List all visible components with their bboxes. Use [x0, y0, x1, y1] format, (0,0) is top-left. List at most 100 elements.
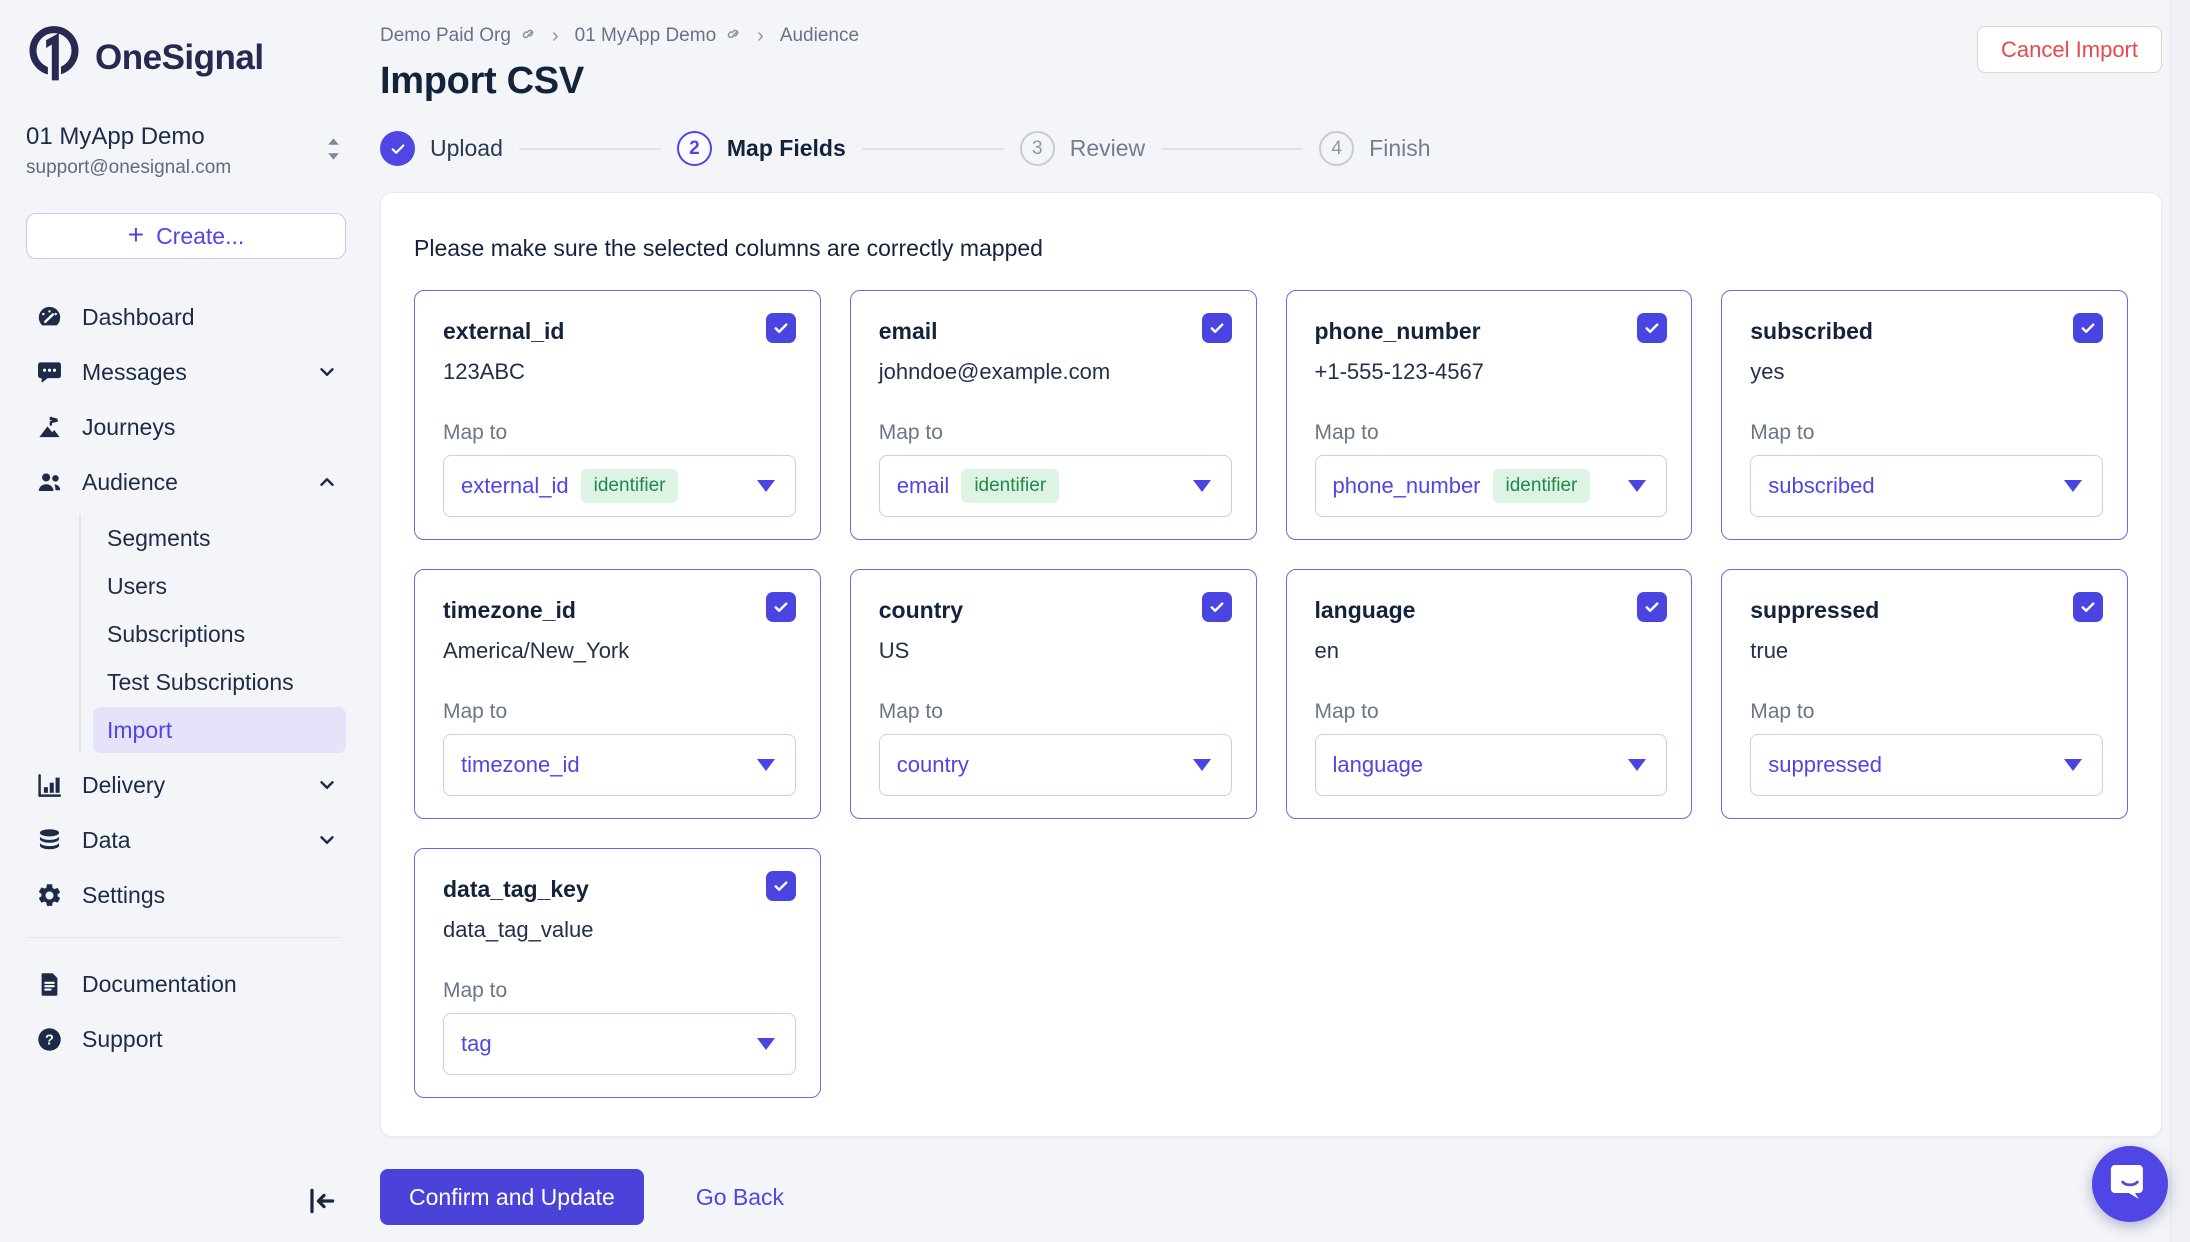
- sidebar-item-settings[interactable]: Settings: [26, 873, 346, 917]
- field-sample-value: true: [1750, 638, 1789, 663]
- chevron-down-icon: [316, 361, 338, 383]
- caret-down-icon: [756, 480, 775, 492]
- go-back-link[interactable]: Go Back: [695, 1183, 785, 1210]
- step-finish[interactable]: 4 Finish: [1319, 131, 1431, 166]
- delivery-icon: [36, 772, 63, 799]
- map-to-select[interactable]: suppressed: [1750, 734, 2103, 796]
- check-icon: [380, 131, 415, 166]
- sidebar-item-messages[interactable]: Messages: [26, 350, 346, 394]
- field-checkbox[interactable]: [1637, 313, 1668, 343]
- caret-down-icon: [1628, 759, 1647, 771]
- sidebar-item-label: Documentation: [82, 970, 237, 997]
- sidebar-item-subscriptions[interactable]: Subscriptions: [107, 620, 246, 647]
- sidebar-item-support[interactable]: ? Support: [26, 1017, 346, 1061]
- create-button[interactable]: + Create...: [26, 213, 346, 259]
- field-checkbox[interactable]: [765, 313, 796, 343]
- app-name: 01 MyApp Demo: [26, 123, 205, 150]
- identifier-badge: identifier: [961, 469, 1060, 503]
- map-to-label: Map to: [443, 700, 508, 723]
- sidebar-item-label: Dashboard: [82, 303, 195, 330]
- cancel-import-button[interactable]: Cancel Import: [1977, 26, 2162, 73]
- map-to-select[interactable]: timezone_id: [443, 734, 796, 796]
- field-card-country: country US Map to country: [849, 569, 1257, 819]
- breadcrumb-org[interactable]: Demo Paid Org: [380, 24, 536, 48]
- wizard-footer: Confirm and Update Go Back: [380, 1169, 2162, 1225]
- field-card-external-id: external_id 123ABC Map to external_id id…: [414, 290, 821, 540]
- step-upload[interactable]: Upload: [380, 131, 503, 166]
- sidebar-item-documentation[interactable]: Documentation: [26, 962, 346, 1006]
- field-checkbox[interactable]: [765, 592, 796, 622]
- caret-down-icon: [2064, 759, 2082, 771]
- map-to-select[interactable]: tag: [443, 1013, 796, 1075]
- sidebar-item-dashboard[interactable]: Dashboard: [26, 295, 346, 339]
- sidebar-item-journeys[interactable]: Journeys: [26, 405, 346, 449]
- step-map-fields[interactable]: 2 Map Fields: [676, 131, 846, 166]
- map-to-label: Map to: [443, 979, 508, 1002]
- breadcrumb-audience[interactable]: Audience: [779, 25, 860, 46]
- field-name: external_id: [443, 318, 565, 344]
- sidebar-item-label: Delivery: [82, 771, 166, 798]
- app-switcher[interactable]: 01 MyApp Demo support@onesignal.com: [26, 123, 346, 179]
- field-name: email: [878, 318, 938, 344]
- sidebar-item-delivery[interactable]: Delivery: [26, 763, 346, 807]
- field-checkbox[interactable]: [1201, 313, 1232, 343]
- field-sample-value: 123ABC: [443, 359, 525, 384]
- sidebar-item-label: Support: [82, 1025, 163, 1052]
- field-sample-value: data_tag_value: [443, 917, 594, 942]
- sidebar-item-label: Settings: [82, 881, 166, 908]
- svg-text:?: ?: [45, 1032, 54, 1048]
- caret-down-icon: [756, 1038, 775, 1050]
- page-scrollbar[interactable]: [2170, 0, 2190, 1242]
- breadcrumb-app[interactable]: 01 MyApp Demo: [575, 24, 742, 48]
- field-name: suppressed: [1750, 597, 1880, 623]
- field-checkbox[interactable]: [2073, 592, 2103, 622]
- caret-down-icon: [1192, 759, 1211, 771]
- page-header: Demo Paid Org › 01 MyApp Demo ›: [380, 24, 2162, 103]
- field-sample-value: johndoe@example.com: [878, 359, 1111, 384]
- onesignal-logo[interactable]: OneSignal: [26, 22, 346, 93]
- link-icon: [518, 24, 536, 48]
- breadcrumb: Demo Paid Org › 01 MyApp Demo ›: [380, 24, 859, 48]
- instruction-text: Please make sure the selected columns ar…: [414, 235, 1043, 261]
- journeys-icon: [36, 414, 63, 441]
- field-sample-value: yes: [1750, 359, 1785, 384]
- field-card-timezone-id: timezone_id America/New_York Map to time…: [414, 569, 821, 819]
- plus-icon: +: [127, 218, 145, 250]
- documentation-icon: [36, 971, 63, 998]
- main-content: Demo Paid Org › 01 MyApp Demo ›: [366, 0, 2190, 1242]
- sidebar-item-label: Audience: [82, 468, 178, 495]
- sidebar-item-segments[interactable]: Segments: [107, 524, 211, 551]
- collapse-sidebar-button[interactable]: [306, 1185, 338, 1222]
- step-review[interactable]: 3 Review: [1019, 131, 1145, 166]
- chat-launcher-button[interactable]: [2092, 1146, 2168, 1222]
- sidebar-item-import[interactable]: Import: [93, 707, 346, 753]
- field-checkbox[interactable]: [2073, 313, 2103, 343]
- sidebar-item-test-subscriptions[interactable]: Test Subscriptions: [107, 668, 294, 695]
- map-to-select[interactable]: email identifier: [878, 455, 1232, 517]
- map-to-select[interactable]: phone_number identifier: [1314, 455, 1668, 517]
- field-name: language: [1314, 597, 1416, 623]
- field-checkbox[interactable]: [1637, 592, 1668, 622]
- field-checkbox[interactable]: [765, 871, 796, 901]
- map-to-label: Map to: [1750, 421, 1815, 444]
- field-name: country: [878, 597, 964, 623]
- sidebar-item-label: Messages: [82, 358, 187, 385]
- step-connector: [1161, 147, 1304, 150]
- confirm-and-update-button[interactable]: Confirm and Update: [380, 1169, 644, 1225]
- field-name: timezone_id: [443, 597, 576, 623]
- field-sample-value: +1-555-123-4567: [1314, 359, 1484, 384]
- map-to-select[interactable]: subscribed: [1750, 455, 2103, 517]
- create-button-label: Create...: [156, 222, 245, 249]
- sidebar-item-users[interactable]: Users: [107, 572, 168, 599]
- map-to-select[interactable]: external_id identifier: [443, 455, 796, 517]
- dashboard-icon: [36, 304, 63, 331]
- map-to-select[interactable]: language: [1314, 734, 1668, 796]
- sidebar-item-audience[interactable]: Audience: [26, 460, 346, 504]
- link-icon: [723, 24, 741, 48]
- audience-icon: [36, 469, 63, 496]
- field-checkbox[interactable]: [1201, 592, 1232, 622]
- field-card-language: language en Map to language: [1285, 569, 1693, 819]
- sidebar-item-data[interactable]: Data: [26, 818, 346, 862]
- map-to-select[interactable]: country: [878, 734, 1232, 796]
- sidebar-item-label: Data: [82, 826, 131, 853]
